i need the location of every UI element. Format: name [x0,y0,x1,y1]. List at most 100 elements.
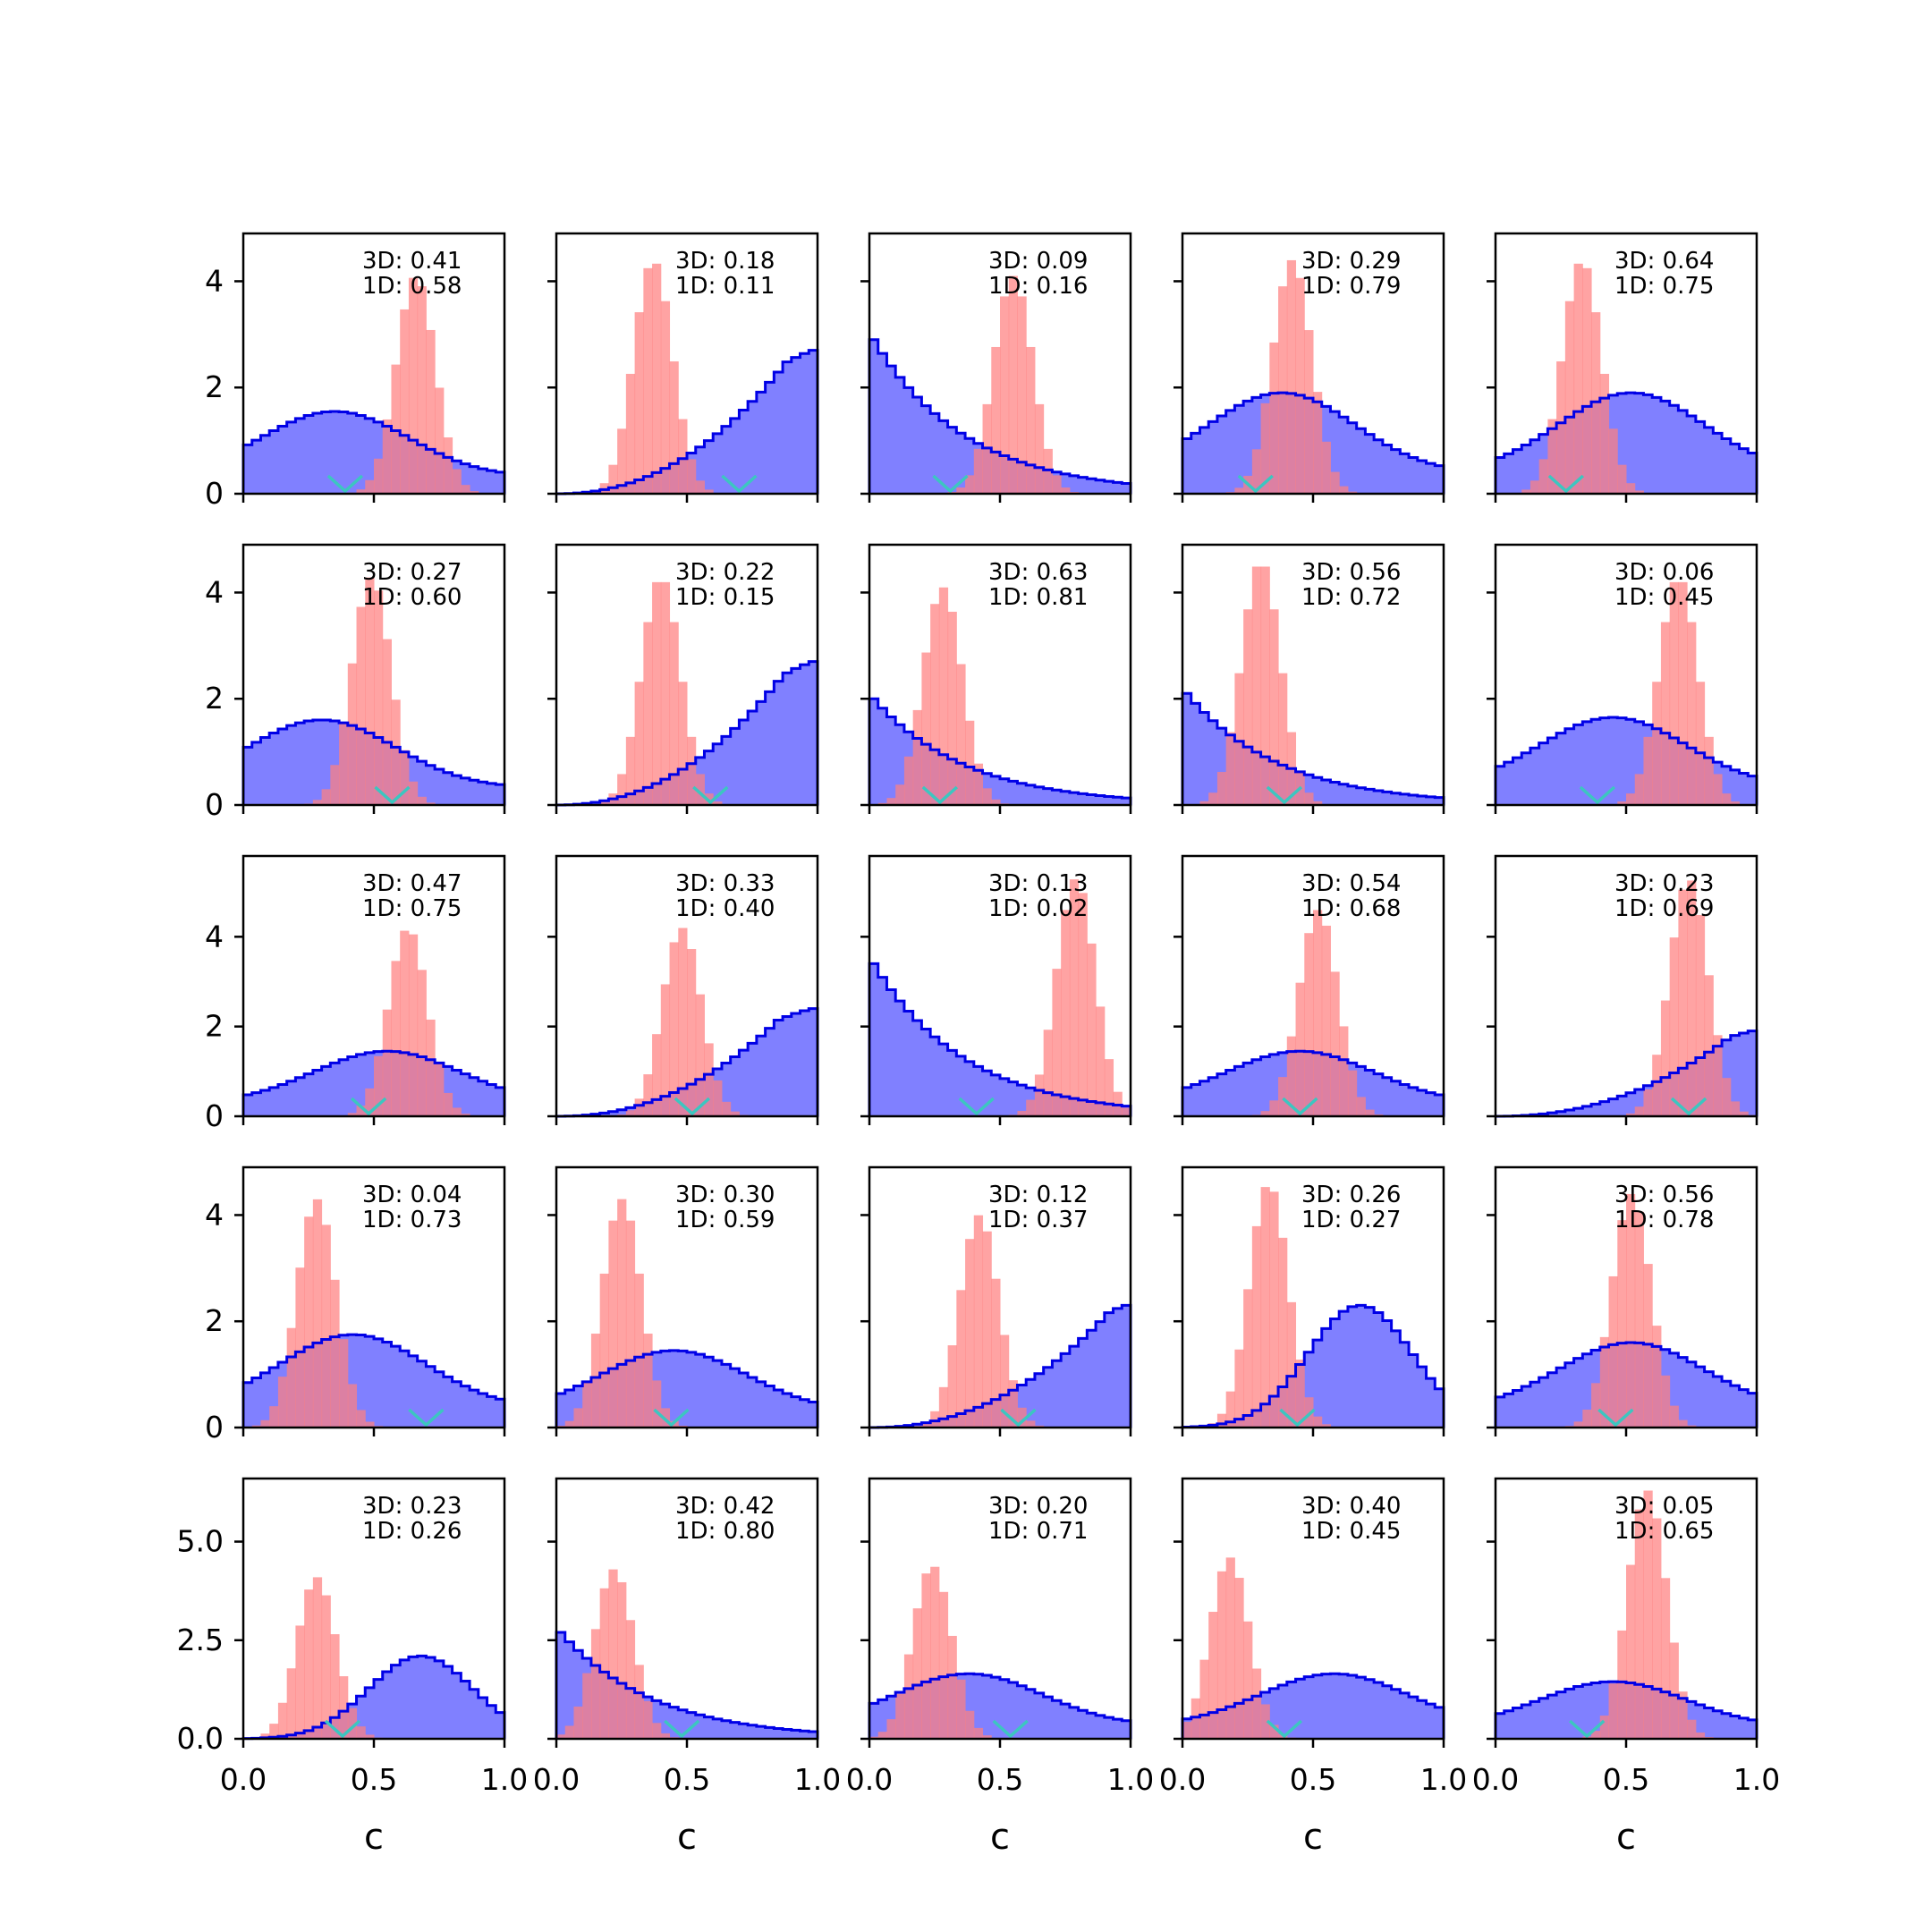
blue-bar [1321,1674,1331,1739]
red-bar [643,622,653,805]
estimate-marker [1266,1719,1303,1739]
blue-bar [1061,1704,1071,1739]
red-bar [1208,792,1218,805]
blue-bar [1573,724,1583,805]
red-bar [973,763,984,805]
blue-bar [1713,1710,1723,1739]
blue-bar [1313,1674,1323,1739]
blue-bar [1617,717,1627,805]
x-axis-label: c [990,1817,1010,1858]
blue-bar [452,775,462,805]
annotation-line-1: 3D: 0.05 [1614,1493,1714,1520]
red-bar [930,604,940,805]
red-bar [1330,471,1340,494]
blue-bar [1243,401,1253,494]
annotation-line-1: 3D: 0.33 [675,870,775,897]
blue-bar [408,1355,419,1428]
estimate-marker [663,1719,700,1739]
red-bar [1313,1416,1323,1428]
blue-bar [1122,1720,1131,1739]
blue-bar [1426,1704,1436,1739]
blue-bar [1530,1701,1540,1739]
blue-bar [487,1705,496,1739]
red-bar [1626,1193,1636,1428]
blue-bar [590,801,601,805]
blue-bar [748,1724,758,1739]
blue-bar [1564,1110,1575,1116]
x-tick-label: 0.5 [351,1762,397,1797]
red-bar [1599,373,1610,494]
y-tick-label: 2 [205,369,224,404]
blue-bar [1365,789,1375,805]
blue-bar [730,1056,740,1116]
red-bar [1722,793,1732,805]
red-bar [452,469,462,494]
red-bar [1313,801,1323,805]
red-bar [1026,346,1036,494]
red-bar [1260,566,1270,805]
red-bar [408,277,419,494]
red-bar [391,364,401,494]
blue-bar [1417,795,1428,805]
red-bar [408,781,419,805]
blue-bar [1547,738,1557,805]
red-bar [461,1114,470,1116]
red-bar [1017,296,1027,494]
blue-bar [1061,1353,1071,1428]
red-bar [1000,296,1010,494]
red-bar [356,606,366,805]
blue-bar [800,1399,809,1428]
blue-bar [1000,778,1010,805]
blue-bar [774,681,784,805]
red-bar [1556,361,1566,494]
blue-bar [903,387,914,494]
red-bar [356,1106,366,1116]
blue-bar [1496,1396,1505,1428]
blue-bar [1739,1717,1749,1739]
blue-bar [1225,410,1235,494]
y-tick-label: 0 [205,1410,224,1445]
annotation-line-2: 1D: 0.26 [362,1518,462,1545]
red-bar [564,1725,574,1739]
red-bar [982,1735,992,1739]
blue-bar [774,1389,784,1428]
red-bar [1608,1683,1618,1739]
blue-step-outline [242,718,506,805]
blue-bar [1374,1312,1384,1428]
blue-bar [496,1087,505,1116]
blue-step-outline [555,1349,819,1428]
blue-bar [1313,1340,1323,1428]
red-bar [1208,1612,1218,1739]
blue-bar [277,1084,288,1116]
red-bar [1617,1630,1627,1739]
red-bar [965,1239,975,1428]
red-bar [1538,459,1548,494]
red-bar [374,590,384,805]
blue-bar [426,1657,436,1739]
blue-bar [730,1722,740,1739]
annotation-line-2: 1D: 0.75 [1614,273,1714,300]
blue-bar [243,1382,253,1428]
blue-bar [1191,433,1200,494]
blue-bar [556,1393,566,1428]
blue-bar [938,1044,949,1116]
red-bar [903,1654,914,1739]
blue-step-outline [868,1672,1132,1739]
annotation-line-2: 1D: 0.15 [675,584,775,611]
blue-bar [1496,457,1505,494]
estimate-marker [721,474,758,494]
y-tick-label: 2 [205,1009,224,1044]
blue-bar [1722,438,1732,494]
blue-bar [1382,1320,1393,1428]
red-bar [382,639,392,805]
blue-bar [704,750,714,805]
red-bar [356,1410,366,1428]
estimate-marker [1279,1408,1316,1428]
blue-bar [748,1043,758,1116]
red-bar [435,387,445,494]
red-bar [652,1034,662,1116]
blue-bar [973,1674,984,1739]
